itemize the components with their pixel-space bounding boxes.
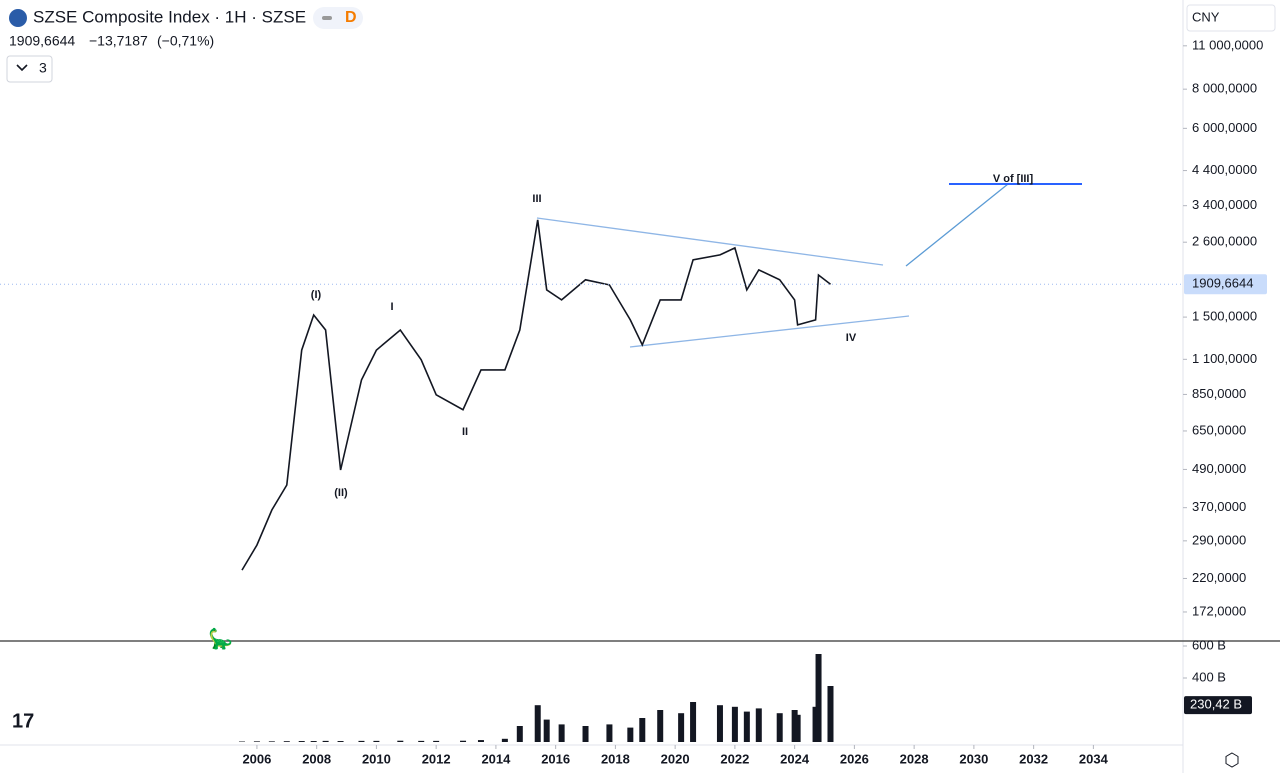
currency: CNY bbox=[1192, 9, 1220, 24]
volume-bar bbox=[816, 654, 822, 742]
y-tick-label: 2 600,0000 bbox=[1192, 234, 1257, 249]
x-tick-label: 2018 bbox=[601, 751, 630, 766]
volume-bar bbox=[583, 726, 589, 742]
volume-bar bbox=[323, 741, 329, 742]
volume-bar bbox=[338, 741, 344, 742]
y-tick-label: 370,0000 bbox=[1192, 499, 1246, 514]
volume-bar bbox=[311, 741, 317, 742]
volume-bar bbox=[478, 740, 484, 742]
volume-bar bbox=[559, 724, 565, 742]
y-tick-label: 1 500,0000 bbox=[1192, 309, 1257, 324]
y-tick-label: 490,0000 bbox=[1192, 461, 1246, 476]
x-tick-label: 2008 bbox=[302, 751, 331, 766]
y-tick-label: 290,0000 bbox=[1192, 532, 1246, 547]
wave-label: I bbox=[390, 301, 393, 313]
volume-bar bbox=[299, 741, 305, 742]
wave-label: IV bbox=[846, 332, 857, 344]
volume-bar bbox=[744, 712, 750, 742]
y-tick-label: 11 000,0000 bbox=[1192, 37, 1263, 52]
symbol-icon bbox=[9, 9, 27, 27]
last-price-label: 1909,6644 bbox=[1192, 276, 1253, 291]
chart-title: SZSE Composite Index · 1H · SZSE bbox=[33, 7, 306, 26]
volume-bar bbox=[254, 741, 260, 742]
volume-bar bbox=[717, 705, 723, 742]
volume-bar bbox=[269, 741, 275, 742]
volume-bar bbox=[627, 728, 633, 742]
y-tick-label: 8 000,0000 bbox=[1192, 81, 1257, 96]
wave-label: V of [III] bbox=[993, 173, 1034, 185]
volume-bar bbox=[606, 724, 612, 742]
volume-tick-label: 400 B bbox=[1192, 669, 1226, 684]
badge[interactable]: D bbox=[345, 9, 357, 26]
volume-bar bbox=[639, 718, 645, 742]
x-tick-label: 2034 bbox=[1079, 751, 1109, 766]
wave-label: (II) bbox=[334, 487, 348, 499]
x-tick-label: 2030 bbox=[959, 751, 988, 766]
volume-bar bbox=[433, 741, 439, 742]
volume-bar bbox=[795, 715, 801, 742]
logo: 17 bbox=[12, 710, 34, 732]
volume-bar bbox=[397, 741, 403, 742]
change: −13,7187 bbox=[89, 33, 148, 49]
x-tick-label: 2020 bbox=[661, 751, 690, 766]
x-tick-label: 2024 bbox=[780, 751, 810, 766]
wave-label: III bbox=[532, 193, 541, 205]
wave-label: (I) bbox=[311, 289, 322, 301]
x-tick-label: 2010 bbox=[362, 751, 391, 766]
logo-dino: 🦕 bbox=[208, 626, 233, 650]
y-tick-label: 650,0000 bbox=[1192, 422, 1246, 437]
volume-tick-label: 600 B bbox=[1192, 637, 1226, 652]
y-tick-label: 172,0000 bbox=[1192, 603, 1246, 618]
y-tick-label: 3 400,0000 bbox=[1192, 197, 1257, 212]
volume-bar bbox=[460, 741, 466, 742]
price: 1909,6644 bbox=[9, 33, 75, 49]
volume-bar bbox=[756, 708, 762, 742]
y-tick-label: 850,0000 bbox=[1192, 386, 1246, 401]
x-tick-label: 2014 bbox=[481, 751, 511, 766]
x-tick-label: 2022 bbox=[720, 751, 749, 766]
x-tick-label: 2028 bbox=[900, 751, 929, 766]
y-tick-label: 4 400,0000 bbox=[1192, 162, 1257, 177]
volume-bar bbox=[502, 739, 508, 742]
wave-label: II bbox=[462, 426, 468, 438]
volume-bar bbox=[284, 741, 290, 742]
volume-bar bbox=[690, 702, 696, 742]
volume-bar bbox=[657, 710, 663, 742]
change-pct: (−0,71%) bbox=[157, 33, 214, 49]
volume-bar bbox=[358, 741, 364, 742]
x-tick-label: 2006 bbox=[242, 751, 271, 766]
volume-bar bbox=[777, 713, 783, 742]
volume-bar bbox=[517, 726, 523, 742]
x-tick-label: 2026 bbox=[840, 751, 869, 766]
x-tick-label: 2012 bbox=[422, 751, 451, 766]
x-tick-label: 2016 bbox=[541, 751, 570, 766]
volume-bar bbox=[418, 741, 424, 742]
badge-dash bbox=[322, 16, 332, 20]
volume-bar bbox=[535, 705, 541, 742]
volume-bar bbox=[732, 707, 738, 742]
volume-bar bbox=[544, 720, 550, 742]
y-tick-label: 220,0000 bbox=[1192, 570, 1246, 585]
volume-bar bbox=[827, 686, 833, 742]
indicator-count: 3 bbox=[39, 60, 47, 76]
x-tick-label: 2032 bbox=[1019, 751, 1048, 766]
volume-bar bbox=[678, 713, 684, 742]
y-tick-label: 6 000,0000 bbox=[1192, 120, 1257, 135]
last-volume-label: 230,42 B bbox=[1190, 697, 1242, 712]
y-tick-label: 1 100,0000 bbox=[1192, 351, 1257, 366]
volume-bar bbox=[373, 741, 379, 742]
